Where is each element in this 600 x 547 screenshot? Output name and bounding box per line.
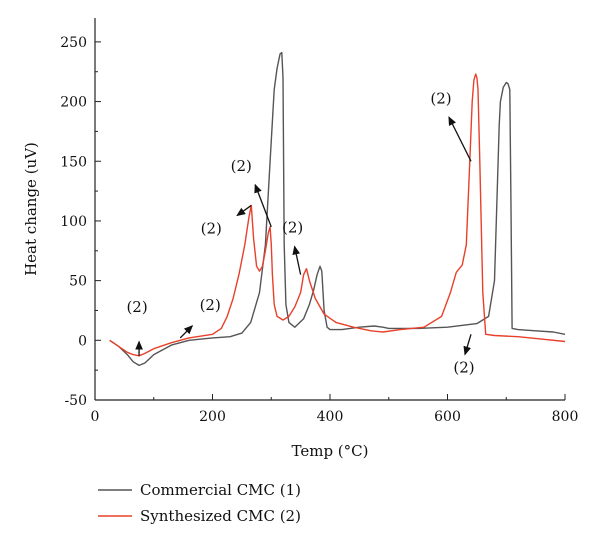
- annotation-arrow: [292, 245, 302, 275]
- x-tick-label: 200: [199, 409, 226, 425]
- x-axis-title: Temp (°C): [292, 442, 369, 460]
- y-tick-label: 150: [60, 154, 87, 170]
- annotation-arrow: [179, 325, 194, 339]
- annotation-label: (2): [282, 219, 303, 237]
- series-line-synthesized: [109, 73, 566, 357]
- x-tick-label: 800: [552, 409, 579, 425]
- y-tick-label: 200: [60, 95, 87, 111]
- y-tick-label: 0: [78, 333, 87, 349]
- legend: Commercial CMC (1) Synthesized CMC (2): [98, 481, 301, 525]
- annotation-arrow: [236, 204, 252, 217]
- annotation-arrow: [254, 183, 272, 228]
- annotation-arrow: [463, 334, 472, 356]
- annotation-layer: (2) (2) (2) (2) (2) (2) (2): [126, 89, 474, 376]
- annotation-label: (2): [430, 89, 451, 107]
- annotation-label: (2): [453, 358, 474, 376]
- series-layer: [109, 51, 566, 367]
- x-tick-label: 400: [317, 409, 344, 425]
- y-tick-label: 50: [69, 274, 87, 290]
- annotation-arrow: [448, 116, 472, 162]
- x-tick-label: 600: [434, 409, 461, 425]
- annotation-label: (2): [201, 219, 222, 237]
- series-line-commercial: [109, 51, 566, 367]
- y-tick-label: -50: [64, 393, 87, 409]
- annotation-label: (2): [126, 298, 147, 316]
- legend-label-commercial: Commercial CMC (1): [140, 481, 301, 499]
- legend-label-synthesized: Synthesized CMC (2): [140, 507, 301, 525]
- y-tick-label: 250: [60, 35, 87, 51]
- annotation-label: (2): [200, 296, 221, 314]
- y-tick-label: 100: [60, 214, 87, 230]
- x-tick-label: 0: [91, 409, 100, 425]
- annotation-label: (2): [231, 157, 252, 175]
- y-axis-title: Heat change (uV): [22, 142, 40, 276]
